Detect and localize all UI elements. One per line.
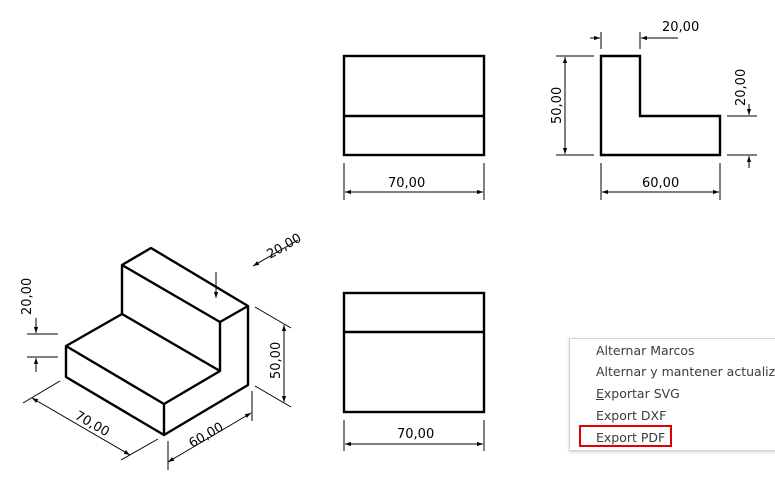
front-view-outline [342,54,486,157]
side-view-step-dim: 20,00 [734,69,749,106]
iso-left-dim: 20,00 [20,278,35,315]
side-view-outline [599,54,722,157]
iso-dimension-line [31,397,131,456]
menu-item-label: Export DXF [596,408,667,423]
bottom-view [342,291,486,451]
iso-edge [121,312,221,373]
menu-item-export-pdf[interactable]: Export PDF [596,427,665,448]
iso-dimension-line [252,239,299,267]
iso-extension-line [254,385,292,408]
side-view-width-dim: 60,00 [642,176,679,191]
iso-height-dim: 50,00 [269,342,284,379]
isometric-view [22,239,299,470]
context-menu: Alternar Marcos Alternar y mantener actu… [569,338,775,451]
side-view-wall-dim: 20,00 [662,20,699,35]
front-view-width-dim: 70,00 [388,176,425,191]
iso-edge [121,263,249,324]
side-view-height-dim: 50,00 [550,87,565,124]
bottom-view-outline [342,291,486,414]
menu-item-label: Export PDF [596,430,666,445]
menu-item-label: xportar SVG [603,386,680,401]
bottom-view-width-dim: 70,00 [397,427,434,442]
iso-extension-line [211,284,231,297]
export-pdf-highlight [579,425,672,447]
iso-top-dim: 20,00 [265,231,305,263]
menu-item-accelerator: E [596,386,604,401]
menu-item-export-dxf[interactable]: Export DXF [596,405,666,426]
menu-item-label: Alternar Marcos [596,343,695,358]
iso-extension-line [254,306,292,329]
front-view [342,54,486,200]
menu-item-export-svg[interactable]: Exportar SVG [596,383,680,404]
side-view [556,32,757,200]
menu-item-label: Alternar y mantener actualizad [596,364,775,379]
menu-item-toggle-keep-updated[interactable]: Alternar y mantener actualizad [596,361,775,382]
iso-extension-line [22,380,61,404]
iso-edge [163,322,222,406]
menu-item-toggle-frames[interactable]: Alternar Marcos [596,340,695,361]
iso-extension-line [120,438,159,461]
iso-dimension-line [167,412,252,463]
iso-depth-dim: 60,00 [187,420,227,452]
iso-length-dim: 70,00 [72,408,112,440]
